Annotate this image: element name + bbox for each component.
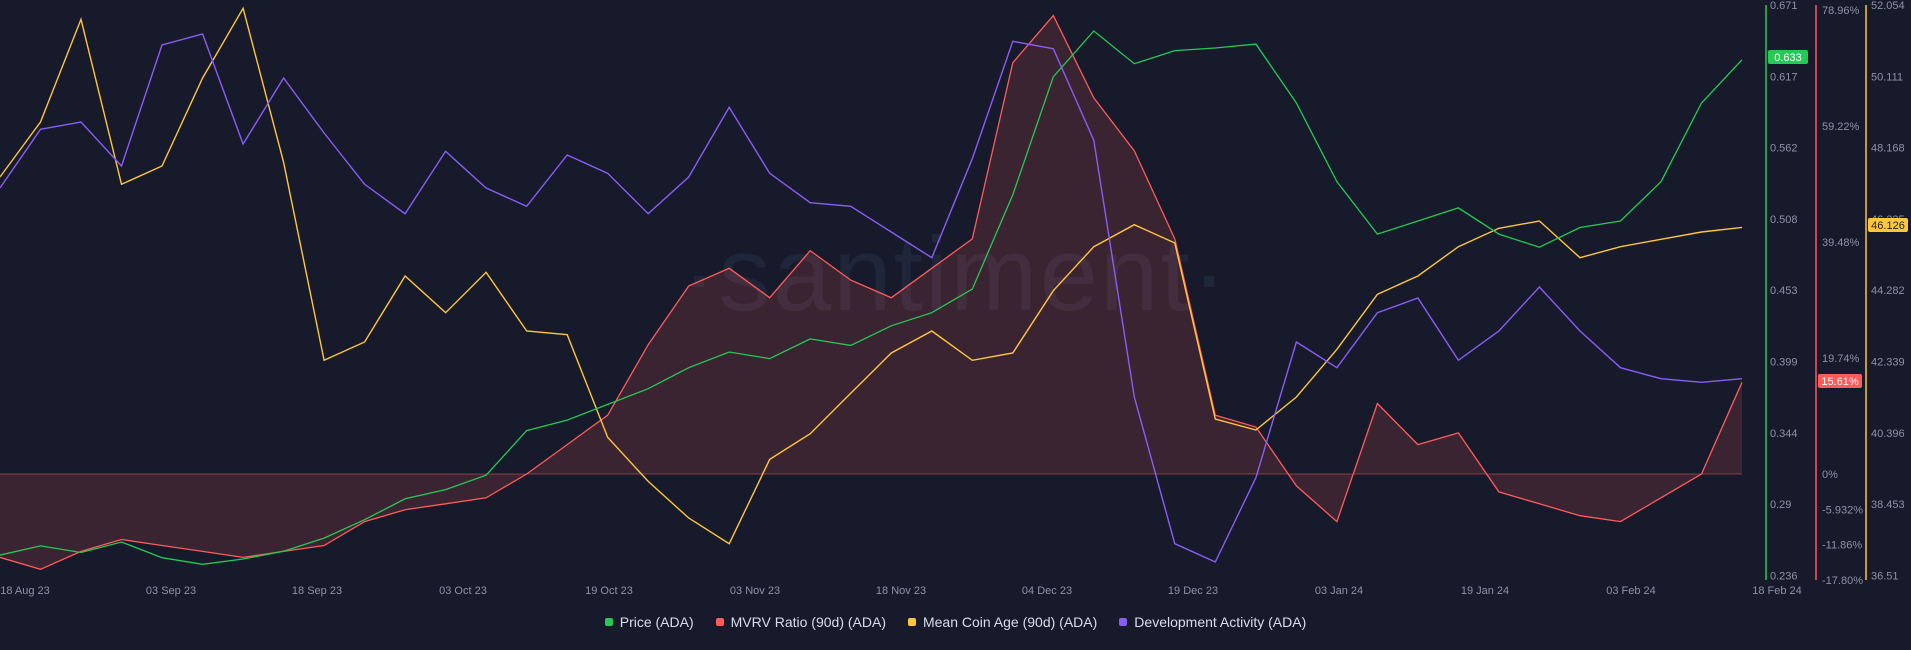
- x-tick-label: 18 Sep 23: [292, 585, 342, 597]
- price-current-value: 0.633: [1774, 52, 1802, 64]
- price-tick-label: 0.399: [1770, 357, 1798, 369]
- mvrv-tick-label: -17.80%: [1822, 575, 1863, 587]
- mvrv-tick-label: 39.48%: [1822, 237, 1860, 249]
- age-current-value: 46.126: [1871, 220, 1905, 232]
- mvrv-tick-label: -11.86%: [1822, 540, 1862, 552]
- x-tick-label: 03 Jan 24: [1315, 585, 1363, 597]
- mvrv-line: [0, 14, 1743, 570]
- x-tick-label: 19 Jan 24: [1461, 585, 1509, 597]
- legend-mvrv[interactable]: MVRV Ratio (90d) (ADA): [715, 614, 886, 630]
- mvrv-swatch: [715, 618, 724, 626]
- x-tick-label: 18 Aug 23: [0, 585, 50, 597]
- mvrv-current-badge: [1818, 374, 1862, 388]
- price-current-badge: [1768, 50, 1808, 64]
- legend-age[interactable]: Mean Coin Age (90d) (ADA): [907, 614, 1098, 630]
- legend-price-label: Price (ADA): [619, 614, 694, 630]
- legend-age-label: Mean Coin Age (90d) (ADA): [922, 614, 1098, 630]
- age-tick-label: 44.282: [1871, 285, 1905, 297]
- price-swatch: [604, 618, 613, 626]
- age-tick-label: 36.51: [1871, 570, 1899, 582]
- chart-legend: Price (ADA) MVRV Ratio (90d) (ADA) Mean …: [0, 614, 1911, 630]
- development-activity-line: [0, 33, 1743, 563]
- mvrv-tick-label: 0%: [1822, 469, 1838, 481]
- legend-dev-label: Development Activity (ADA): [1134, 614, 1307, 630]
- mvrv-area: [0, 15, 1742, 570]
- age-tick-label: 40.396: [1871, 428, 1905, 440]
- age-tick-label: 38.453: [1871, 499, 1905, 511]
- price-tick-label: 0.236: [1770, 570, 1798, 582]
- legend-price[interactable]: Price (ADA): [604, 614, 694, 630]
- x-tick-label: 18 Feb 24: [1752, 585, 1802, 597]
- x-tick-label: 19 Oct 23: [585, 585, 633, 597]
- x-tick-label: 03 Sep 23: [146, 585, 196, 597]
- price-tick-label: 0.453: [1770, 285, 1798, 297]
- mvrv-current-value: 15.61%: [1821, 376, 1859, 388]
- price-tick-label: 0.344: [1770, 428, 1798, 440]
- age-current-badge: [1868, 218, 1908, 232]
- mvrv-tick-label: 19.74%: [1822, 353, 1860, 365]
- legend-dev[interactable]: Development Activity (ADA): [1119, 614, 1306, 630]
- x-tick-label: 03 Feb 24: [1606, 585, 1656, 597]
- x-tick-label: 19 Dec 23: [1168, 585, 1218, 597]
- age-tick-label: 42.339: [1871, 357, 1905, 369]
- mvrv-tick-label: 59.22%: [1822, 121, 1860, 133]
- age-tick-label: 52.054: [1871, 0, 1905, 12]
- price-tick-label: 0.617: [1770, 71, 1798, 83]
- price-tick-label: 0.29: [1770, 499, 1791, 511]
- x-tick-label: 04 Dec 23: [1022, 585, 1072, 597]
- legend-mvrv-label: MVRV Ratio (90d) (ADA): [730, 614, 886, 630]
- age-swatch: [907, 618, 916, 626]
- price-tick-label: 0.671: [1770, 0, 1798, 12]
- x-tick-label: 03 Oct 23: [439, 585, 487, 597]
- x-tick-label: 03 Nov 23: [730, 585, 780, 597]
- price-line: [0, 30, 1743, 565]
- mean-coin-age-line: [0, 6, 1743, 545]
- age-tick-label: 50.111: [1871, 71, 1903, 83]
- mvrv-tick-label: 78.96%: [1822, 5, 1860, 17]
- x-tick-label: 18 Nov 23: [876, 585, 926, 597]
- price-tick-label: 0.562: [1770, 143, 1798, 155]
- price-tick-label: 0.508: [1770, 214, 1798, 226]
- dev-swatch: [1119, 618, 1128, 626]
- watermark: ·santiment·: [681, 216, 1228, 333]
- age-tick-label: 48.168: [1871, 143, 1905, 155]
- mvrv-tick-label: -5.932%: [1822, 504, 1863, 516]
